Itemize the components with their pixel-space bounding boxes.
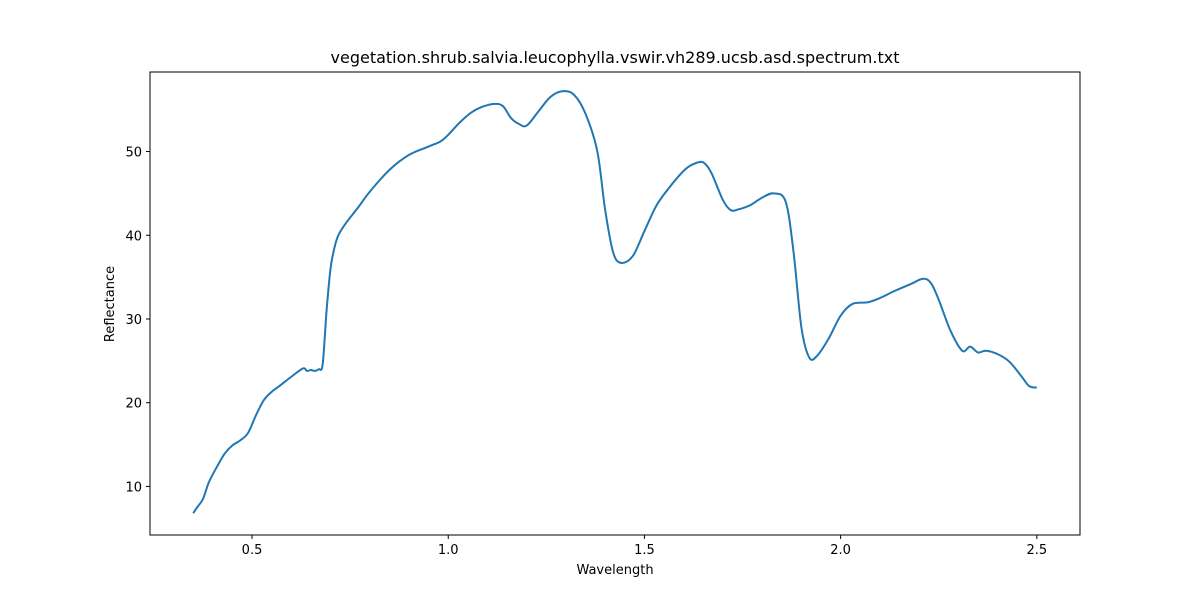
x-tick-label: 2.0	[830, 543, 851, 558]
y-tick-label: 50	[125, 146, 142, 161]
axis-ticks: 0.5 1.0 1.5 2.0 2.5 10 20 30 40 50	[125, 146, 1047, 558]
y-tick-label: 40	[125, 229, 142, 244]
plot-frame	[149, 71, 1081, 536]
x-tick-label: 2.5	[1026, 543, 1047, 558]
x-tick-label: 1.0	[438, 543, 459, 558]
y-tick-label: 30	[125, 313, 142, 328]
spectrum-line	[192, 90, 1038, 514]
plot-area	[192, 90, 1038, 514]
y-tick-label: 10	[125, 480, 142, 495]
x-axis-label: Wavelength	[576, 563, 653, 578]
y-tick-label: 20	[125, 397, 142, 412]
chart-title: vegetation.shrub.salvia.leucophylla.vswi…	[331, 48, 900, 67]
x-tick-label: 1.5	[634, 543, 655, 558]
x-tick-label: 0.5	[242, 543, 263, 558]
y-axis-label: Reflectance	[103, 266, 118, 342]
